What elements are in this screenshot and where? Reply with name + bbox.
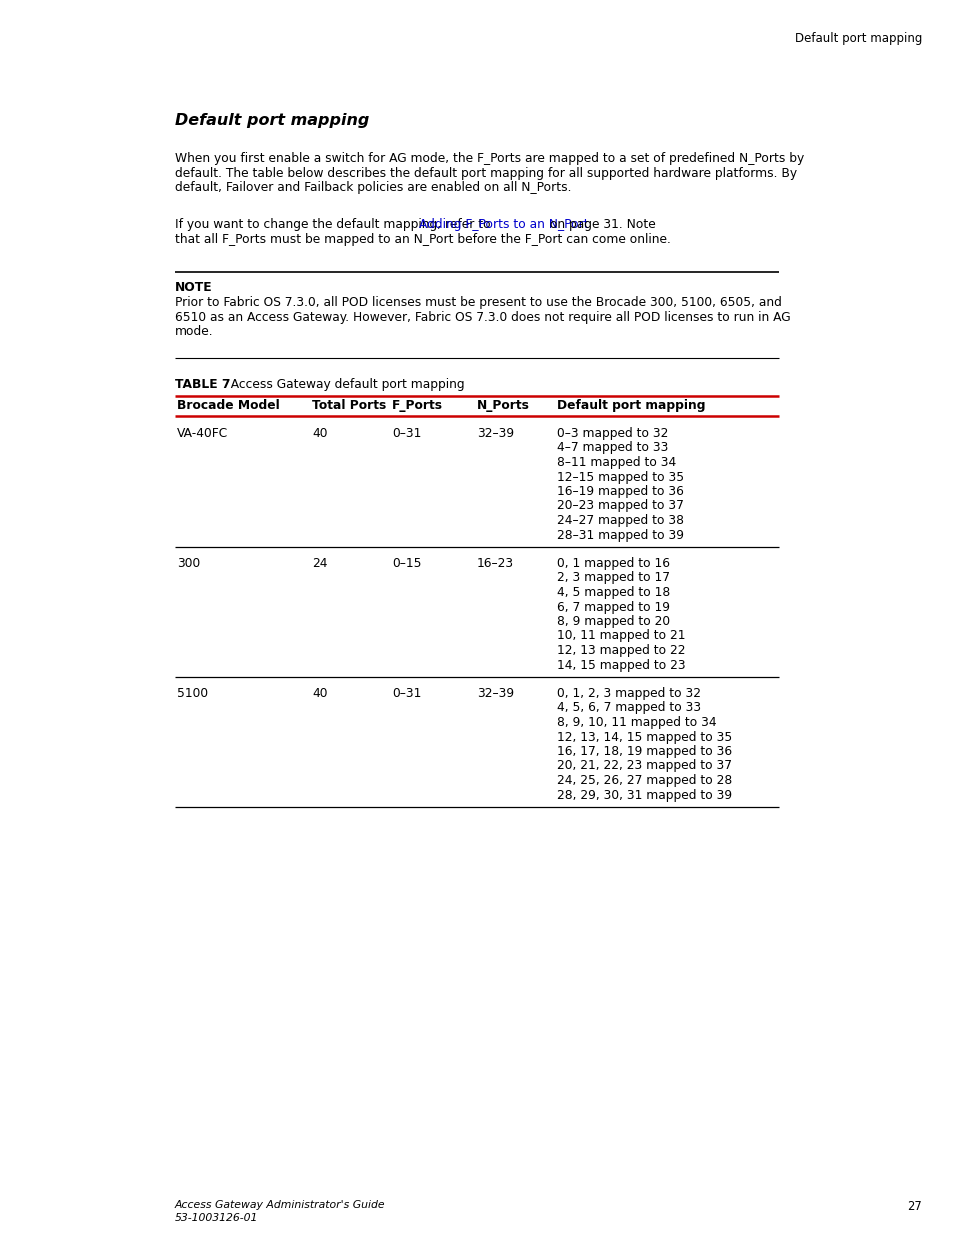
Text: on page 31. Note: on page 31. Note	[546, 219, 656, 231]
Text: 14, 15 mapped to 23: 14, 15 mapped to 23	[557, 658, 685, 672]
Text: 24, 25, 26, 27 mapped to 28: 24, 25, 26, 27 mapped to 28	[557, 774, 732, 787]
Text: 0–15: 0–15	[392, 557, 421, 571]
Text: 16–23: 16–23	[476, 557, 514, 571]
Text: 0–31: 0–31	[392, 687, 421, 700]
Text: Default port mapping: Default port mapping	[794, 32, 921, 44]
Text: 53-1003126-01: 53-1003126-01	[174, 1213, 258, 1223]
Text: 10, 11 mapped to 21: 10, 11 mapped to 21	[557, 630, 685, 642]
Text: 12, 13, 14, 15 mapped to 35: 12, 13, 14, 15 mapped to 35	[557, 730, 732, 743]
Text: Prior to Fabric OS 7.3.0, all POD licenses must be present to use the Brocade 30: Prior to Fabric OS 7.3.0, all POD licens…	[174, 296, 781, 309]
Text: Default port mapping: Default port mapping	[174, 112, 369, 128]
Text: that all F_Ports must be mapped to an N_Port before the F_Port can come online.: that all F_Ports must be mapped to an N_…	[174, 232, 670, 246]
Text: 0, 1 mapped to 16: 0, 1 mapped to 16	[557, 557, 669, 571]
Text: 12, 13 mapped to 22: 12, 13 mapped to 22	[557, 643, 685, 657]
Text: 28–31 mapped to 39: 28–31 mapped to 39	[557, 529, 683, 541]
Text: 5100: 5100	[177, 687, 208, 700]
Text: Total Ports: Total Ports	[312, 399, 386, 412]
Text: 24: 24	[312, 557, 327, 571]
Text: 300: 300	[177, 557, 200, 571]
Text: NOTE: NOTE	[174, 282, 213, 294]
Text: Access Gateway default port mapping: Access Gateway default port mapping	[223, 378, 464, 391]
Text: When you first enable a switch for AG mode, the F_Ports are mapped to a set of p: When you first enable a switch for AG mo…	[174, 152, 803, 165]
Text: 4, 5, 6, 7 mapped to 33: 4, 5, 6, 7 mapped to 33	[557, 701, 700, 715]
Text: 0–31: 0–31	[392, 427, 421, 440]
Text: 40: 40	[312, 427, 327, 440]
Text: 16, 17, 18, 19 mapped to 36: 16, 17, 18, 19 mapped to 36	[557, 745, 731, 758]
Text: 6510 as an Access Gateway. However, Fabric OS 7.3.0 does not require all POD lic: 6510 as an Access Gateway. However, Fabr…	[174, 310, 790, 324]
Text: default. The table below describes the default port mapping for all supported ha: default. The table below describes the d…	[174, 167, 797, 179]
Text: 28, 29, 30, 31 mapped to 39: 28, 29, 30, 31 mapped to 39	[557, 788, 731, 802]
Text: If you want to change the default mapping, refer to: If you want to change the default mappin…	[174, 219, 494, 231]
Text: 32–39: 32–39	[476, 427, 514, 440]
Text: Brocade Model: Brocade Model	[177, 399, 279, 412]
Text: 40: 40	[312, 687, 327, 700]
Text: mode.: mode.	[174, 325, 213, 338]
Text: 20, 21, 22, 23 mapped to 37: 20, 21, 22, 23 mapped to 37	[557, 760, 731, 773]
Text: 27: 27	[906, 1200, 921, 1213]
Text: TABLE 7: TABLE 7	[174, 378, 231, 391]
Text: default, Failover and Failback policies are enabled on all N_Ports.: default, Failover and Failback policies …	[174, 182, 571, 194]
Text: 32–39: 32–39	[476, 687, 514, 700]
Text: Access Gateway Administrator's Guide: Access Gateway Administrator's Guide	[174, 1200, 385, 1210]
Text: 2, 3 mapped to 17: 2, 3 mapped to 17	[557, 572, 669, 584]
Text: Adding F_Ports to an N_Port: Adding F_Ports to an N_Port	[419, 219, 588, 231]
Text: 12–15 mapped to 35: 12–15 mapped to 35	[557, 471, 683, 483]
Text: VA-40FC: VA-40FC	[177, 427, 228, 440]
Text: 8, 9, 10, 11 mapped to 34: 8, 9, 10, 11 mapped to 34	[557, 716, 716, 729]
Text: F_Ports: F_Ports	[392, 399, 442, 412]
Text: Default port mapping: Default port mapping	[557, 399, 705, 412]
Text: 24–27 mapped to 38: 24–27 mapped to 38	[557, 514, 683, 527]
Text: 8–11 mapped to 34: 8–11 mapped to 34	[557, 456, 676, 469]
Text: 0, 1, 2, 3 mapped to 32: 0, 1, 2, 3 mapped to 32	[557, 687, 700, 700]
Text: 16–19 mapped to 36: 16–19 mapped to 36	[557, 485, 683, 498]
Text: N_Ports: N_Ports	[476, 399, 529, 412]
Text: 6, 7 mapped to 19: 6, 7 mapped to 19	[557, 600, 669, 614]
Text: 4, 5 mapped to 18: 4, 5 mapped to 18	[557, 585, 670, 599]
Text: 0–3 mapped to 32: 0–3 mapped to 32	[557, 427, 668, 440]
Text: 20–23 mapped to 37: 20–23 mapped to 37	[557, 499, 683, 513]
Text: 4–7 mapped to 33: 4–7 mapped to 33	[557, 441, 668, 454]
Text: 8, 9 mapped to 20: 8, 9 mapped to 20	[557, 615, 669, 629]
